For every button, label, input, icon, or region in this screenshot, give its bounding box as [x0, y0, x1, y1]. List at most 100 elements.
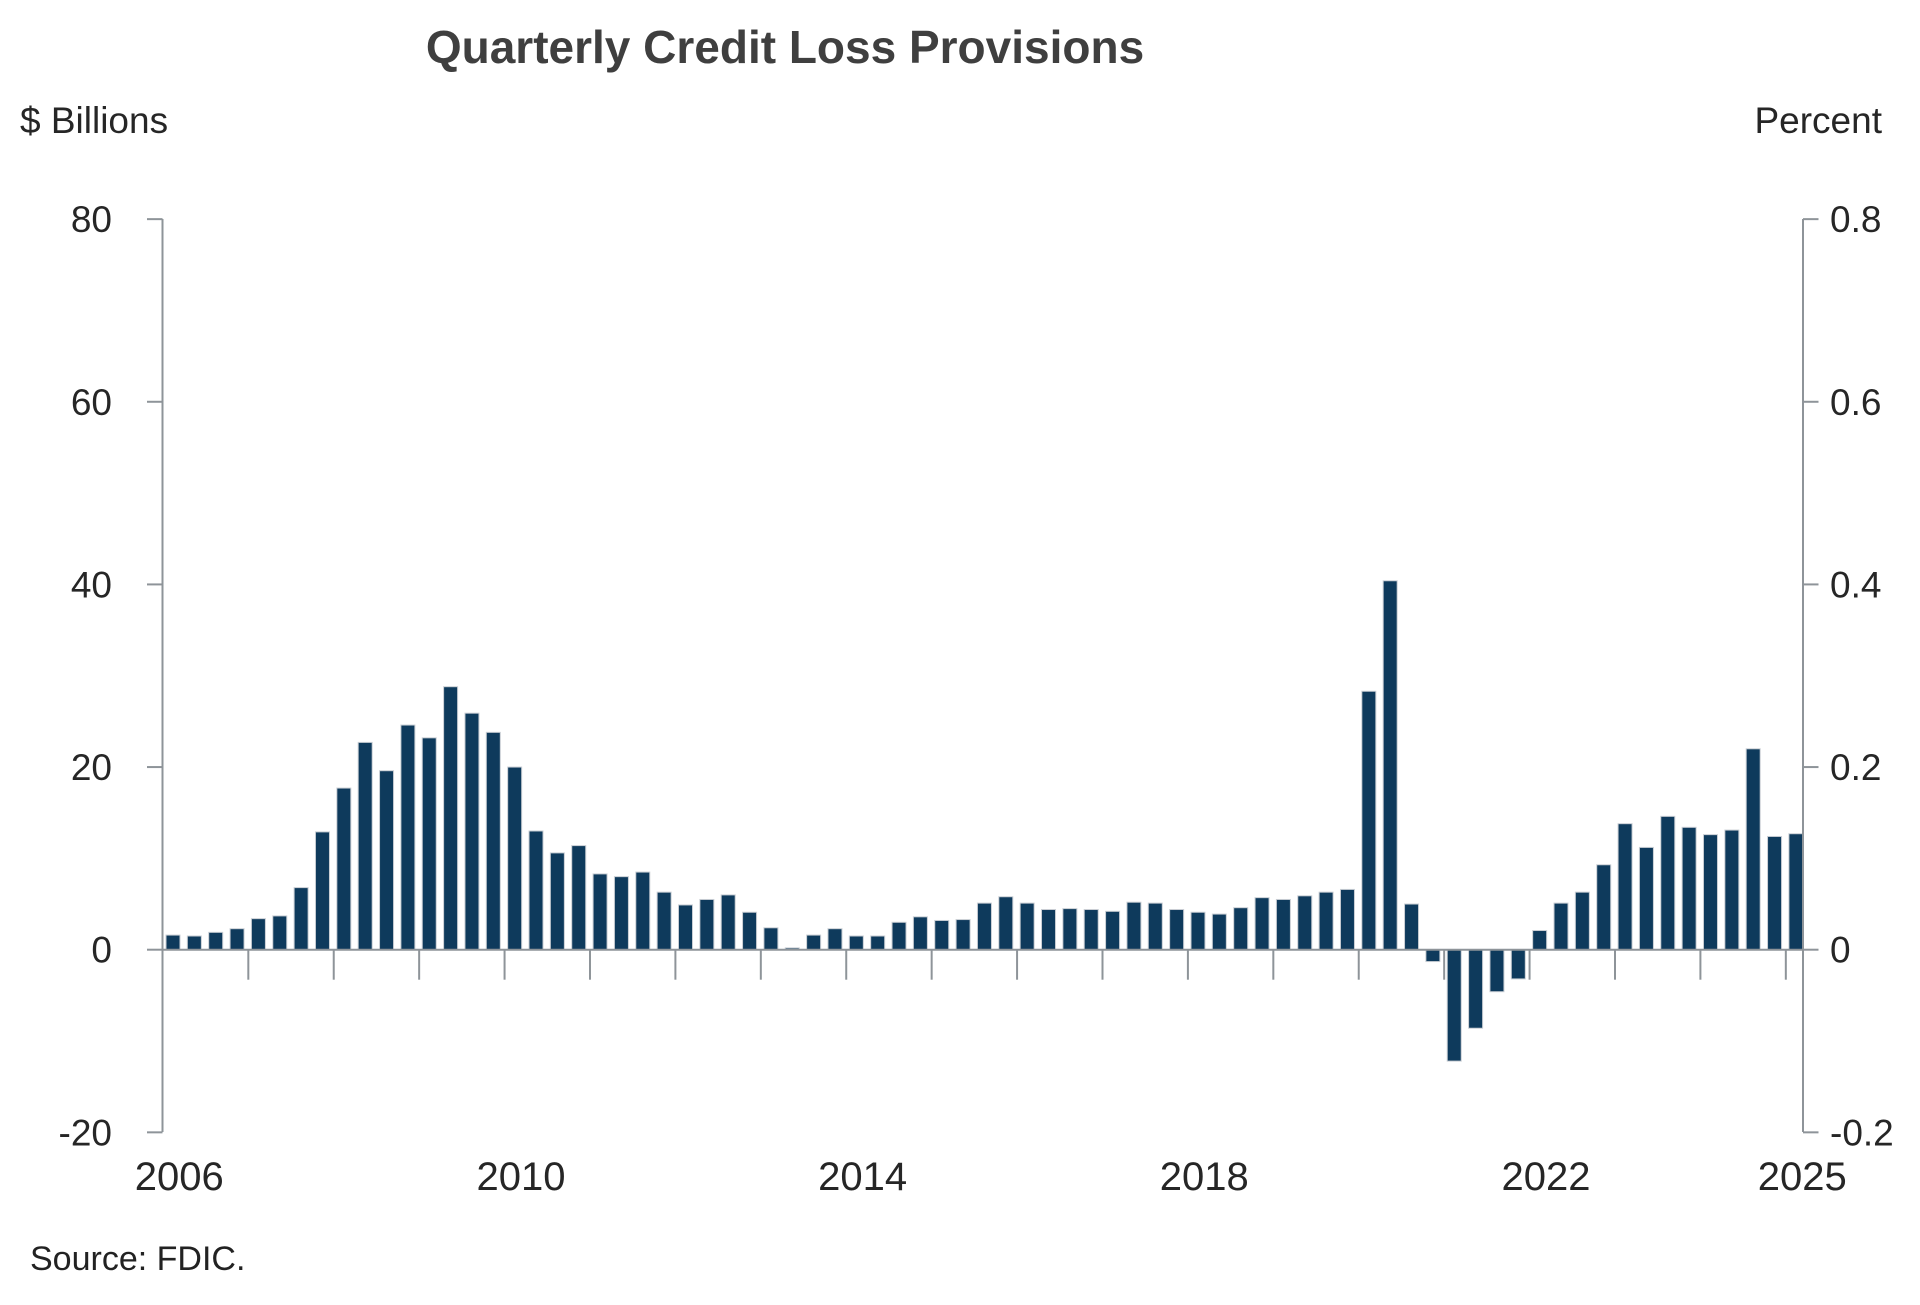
bar-2017Q1	[1105, 910, 1121, 951]
bar-2014Q1	[848, 935, 864, 951]
bar-2010Q1	[507, 766, 523, 951]
x-axis-year-label-2022: 2022	[1501, 1155, 1590, 1199]
right-axis-tick-label: 0.2	[1830, 747, 1881, 788]
bar-2006Q1	[165, 934, 181, 951]
bar-2022Q2	[1553, 902, 1569, 951]
right-axis-tick-label: 0.6	[1830, 382, 1881, 423]
bar-2020Q3	[1404, 903, 1420, 951]
x-axis-year-label-2010: 2010	[476, 1155, 565, 1199]
bar-2006Q4	[229, 928, 245, 951]
bar-2023Q1	[1617, 823, 1633, 951]
bar-2014Q2	[870, 935, 886, 951]
chart-title: Quarterly Credit Loss Provisions	[425, 21, 1145, 73]
bar-2011Q4	[656, 891, 672, 951]
bar-2019Q1	[1275, 898, 1291, 951]
right-axis-tick-label: 0.4	[1830, 564, 1881, 605]
bar-2022Q1	[1532, 930, 1548, 951]
source-note: Source: FDIC.	[30, 1240, 246, 1278]
bar-2021Q2	[1468, 949, 1484, 1029]
bar-2008Q3	[379, 770, 395, 951]
bar-2011Q1	[592, 873, 608, 951]
bar-2024Q3	[1745, 748, 1761, 951]
x-axis-year-label-2006: 2006	[135, 1155, 224, 1199]
x-axis-year-label-2025: 2025	[1758, 1155, 1847, 1199]
bar-2017Q3	[1147, 902, 1163, 951]
x-axis-year-label-2018: 2018	[1160, 1155, 1249, 1199]
right-axis-tick-label: 0.8	[1830, 199, 1881, 240]
bar-2019Q2	[1297, 895, 1313, 951]
bar-2008Q1	[336, 787, 352, 951]
bar-2018Q2	[1211, 913, 1227, 951]
bar-2006Q3	[208, 931, 224, 951]
left-axis-tick-label: 60	[71, 382, 112, 423]
bar-2014Q3	[891, 921, 907, 951]
bar-2017Q4	[1169, 909, 1185, 951]
bar-2009Q2	[443, 686, 459, 951]
bar-2015Q2	[955, 919, 971, 951]
left-axis-tick-label: 80	[71, 199, 112, 240]
bar-2024Q1	[1702, 834, 1718, 951]
left-axis-tick-label: 0	[91, 930, 112, 971]
right-axis-unit-label: Percent	[1754, 100, 1882, 141]
bar-2025Q1	[1788, 833, 1804, 951]
bar-2009Q1	[421, 737, 437, 951]
bar-2020Q4	[1425, 949, 1441, 963]
bar-2022Q4	[1596, 864, 1612, 951]
bar-2021Q1	[1446, 949, 1462, 1062]
bar-2008Q2	[357, 741, 373, 951]
bar-2007Q2	[272, 915, 288, 951]
left-axis-unit-label: $ Billions	[20, 100, 169, 141]
bar-2012Q4	[742, 911, 758, 951]
bar-2023Q2	[1638, 846, 1654, 951]
bar-2009Q4	[485, 731, 501, 951]
x-axis-year-label-2014: 2014	[818, 1155, 907, 1199]
bar-2011Q3	[635, 871, 651, 951]
bar-2012Q2	[699, 898, 715, 951]
bar-2015Q4	[998, 896, 1014, 951]
bar-2019Q3	[1318, 891, 1334, 951]
bar-2007Q1	[250, 918, 266, 951]
left-axis-tick-label: 20	[71, 747, 112, 788]
bar-2007Q4	[314, 831, 330, 951]
bar-2015Q1	[934, 919, 950, 951]
bar-2010Q4	[571, 845, 587, 951]
bar-2011Q2	[613, 876, 629, 951]
bar-2020Q1	[1361, 690, 1377, 951]
right-axis-tick-label: -0.2	[1830, 1112, 1894, 1153]
bar-2016Q2	[1041, 909, 1057, 951]
bar-2024Q4	[1767, 835, 1783, 951]
bar-2008Q4	[400, 724, 416, 951]
bar-2009Q3	[464, 712, 480, 951]
bar-2022Q3	[1574, 891, 1590, 951]
bar-2024Q2	[1724, 829, 1740, 951]
bar-2012Q3	[720, 894, 736, 951]
bar-2006Q2	[186, 935, 202, 951]
bar-2016Q3	[1062, 908, 1078, 951]
left-axis-tick-label: 40	[71, 564, 112, 605]
bar-2015Q3	[976, 902, 992, 951]
bar-2013Q4	[827, 928, 843, 951]
bar-2016Q4	[1083, 909, 1099, 951]
bar-2013Q3	[806, 934, 822, 951]
bar-2014Q4	[912, 916, 928, 951]
bar-2021Q4	[1510, 949, 1526, 980]
bar-2010Q2	[528, 830, 544, 951]
bar-2013Q1	[763, 927, 779, 951]
bar-2023Q3	[1660, 815, 1676, 951]
bar-2023Q4	[1681, 826, 1697, 951]
bar-2016Q1	[1019, 902, 1035, 951]
right-axis-tick-label: 0	[1830, 930, 1851, 971]
bar-2018Q4	[1254, 897, 1270, 951]
bar-2017Q2	[1126, 901, 1142, 951]
bar-2021Q3	[1489, 949, 1505, 993]
bar-2012Q1	[677, 904, 693, 951]
bar-2010Q3	[549, 852, 565, 951]
bar-2007Q3	[293, 887, 309, 951]
bar-2018Q3	[1233, 907, 1249, 951]
bar-2019Q4	[1339, 888, 1355, 951]
bar-2020Q2	[1382, 580, 1398, 951]
bar-2018Q1	[1190, 911, 1206, 951]
left-axis-tick-label: -20	[59, 1112, 112, 1153]
